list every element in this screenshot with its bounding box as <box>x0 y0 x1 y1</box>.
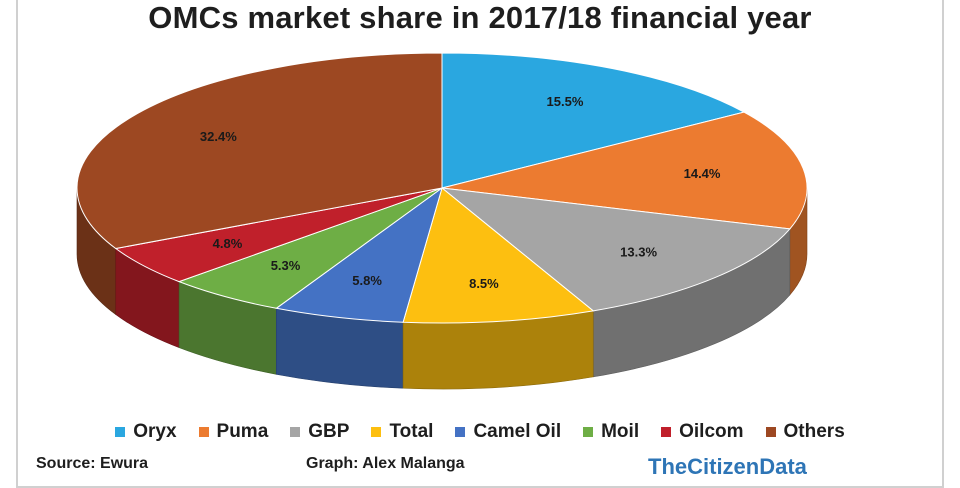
legend-item-total: Total <box>371 421 433 443</box>
legend-swatch-puma <box>198 427 209 437</box>
pie-label-camel-oil: 5.8% <box>352 273 382 288</box>
pie-label-total: 8.5% <box>469 276 499 291</box>
legend-swatch-total <box>371 427 382 437</box>
legend-swatch-oilcom <box>661 427 672 437</box>
pie-slice-camel-oil <box>275 186 443 323</box>
legend-swatch-others <box>765 427 776 437</box>
legend-label-moil: Moil <box>601 421 640 442</box>
legend-item-oryx: Oryx <box>115 421 177 443</box>
brand-logo-text: TheCitizenData <box>648 454 807 479</box>
legend-swatch-moil <box>583 427 594 437</box>
legend-label-puma: Puma <box>216 421 269 442</box>
pie-slice-puma <box>441 111 808 230</box>
pie-top <box>76 52 808 324</box>
legend-swatch-gbp <box>290 427 301 437</box>
graph-credit: Graph: Alex Malanga <box>306 455 465 472</box>
pie-slice-total <box>402 187 595 324</box>
legend-label-oilcom: Oilcom <box>679 421 744 442</box>
legend-label-camel-oil: Camel Oil <box>473 421 562 442</box>
pie-slice-gbp <box>440 187 791 312</box>
legend-label-others: Others <box>783 421 845 442</box>
pie-label-others: 32.4% <box>200 129 237 144</box>
legend-item-gbp: GBP <box>290 421 349 443</box>
legend: Oryx Puma GBP Total Camel Oil Moil Oilco… <box>30 420 930 444</box>
legend-label-oryx: Oryx <box>133 421 177 442</box>
pie-label-oryx: 15.5% <box>547 94 584 109</box>
chart-title: OMCs market share in 2017/18 financial y… <box>148 0 812 35</box>
pie-labels: 15.5% 14.4% 13.3% 8.5% 5.8% 5.3% 4.8% 32.4% <box>200 94 721 291</box>
legend-swatch-oryx <box>115 427 126 437</box>
pie-label-puma: 14.4% <box>684 166 721 181</box>
source-note: Source: Ewura <box>36 455 149 472</box>
legend-item-oilcom: Oilcom <box>661 421 744 443</box>
pie-slice-others <box>76 52 443 250</box>
legend-swatch-camel-oil <box>455 427 466 437</box>
pie-label-gbp: 13.3% <box>620 245 657 260</box>
pie-label-moil: 5.3% <box>271 258 301 273</box>
legend-label-total: Total <box>389 421 434 442</box>
legend-label-gbp: GBP <box>308 421 350 442</box>
legend-item-puma: Puma <box>198 421 269 443</box>
pie-sides <box>76 187 808 390</box>
legend-item-others: Others <box>765 421 845 443</box>
legend-item-camel-oil: Camel Oil <box>455 421 561 443</box>
pie-slice-oryx <box>441 52 746 189</box>
legend-item-moil: Moil <box>583 421 639 443</box>
pie-label-oilcom: 4.8% <box>213 236 243 251</box>
